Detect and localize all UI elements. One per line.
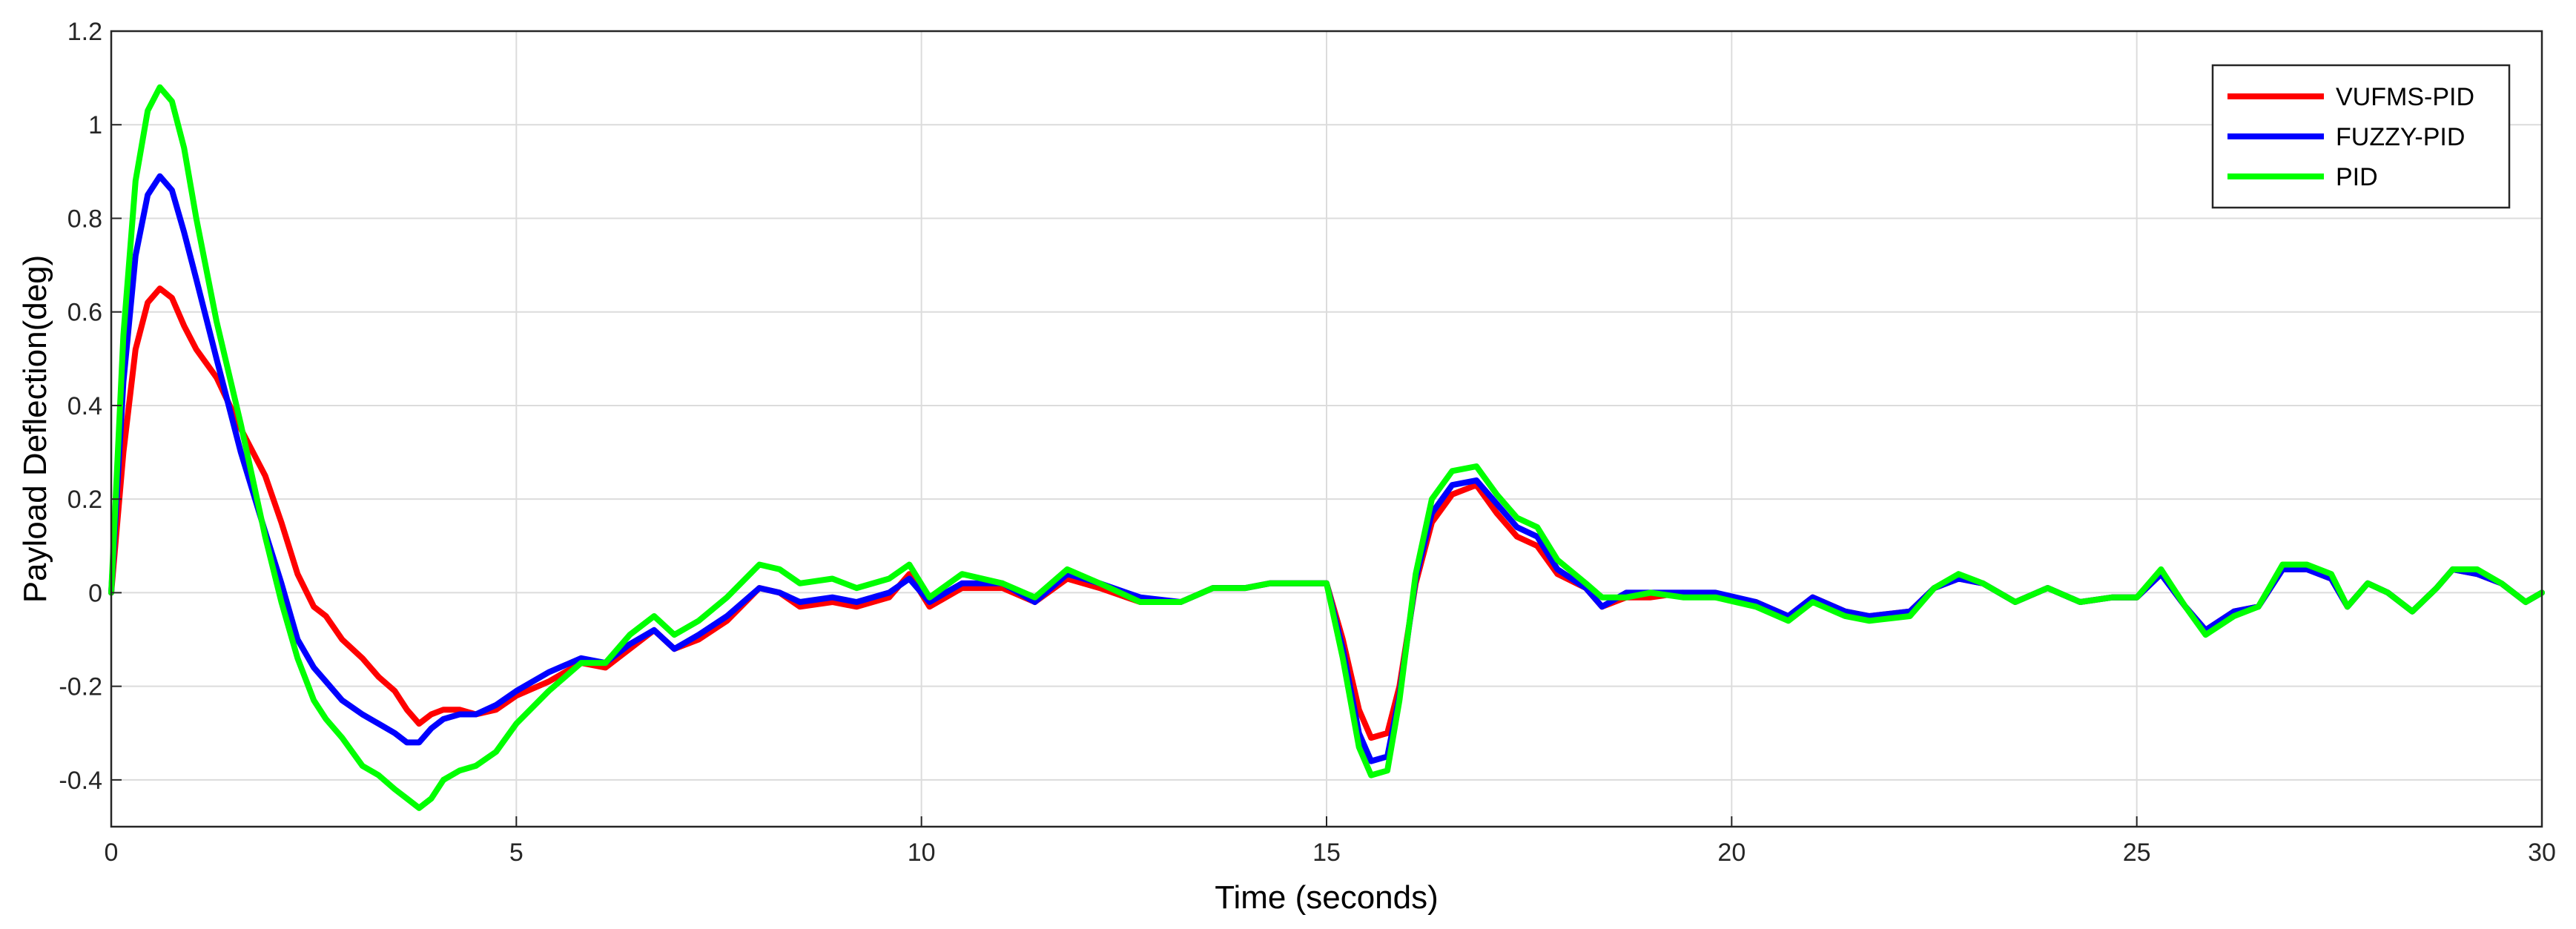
x-tick-label: 15: [1312, 839, 1341, 867]
x-tick-label: 20: [1717, 839, 1746, 867]
legend-entries: VUFMS-PID FUZZY-PID PID: [2227, 83, 2474, 191]
legend: VUFMS-PID FUZZY-PID PID: [2211, 64, 2511, 209]
series-line-pid: [108, 84, 2545, 811]
x-axis-title: Time (seconds): [1215, 879, 1439, 916]
y-tick-label: 0.6: [67, 299, 102, 327]
grid-lines: [110, 30, 2543, 827]
axis-ticks: 0 5 10 15 20 25 30 -0.4 -0.2 0 0.2 0.4 0.6 0.8 1 1.2: [59, 18, 2556, 867]
x-tick-label: 5: [509, 839, 524, 867]
y-tick-label: -0.2: [59, 673, 102, 701]
legend-label: PID: [2336, 163, 2378, 191]
y-tick-label: 0.4: [67, 392, 102, 420]
y-tick-label: -0.4: [59, 767, 102, 795]
x-tick-label: 10: [908, 839, 936, 867]
x-tick-label: 0: [105, 839, 119, 867]
y-tick-label: 1: [88, 111, 102, 139]
y-tick-label: 1.2: [67, 18, 102, 46]
y-tick-label: 0: [88, 579, 102, 607]
y-axis-title: Payload Deflection(deg): [17, 255, 53, 604]
x-tick-label: 25: [2123, 839, 2151, 867]
legend-label: VUFMS-PID: [2336, 83, 2474, 111]
x-tick-label: 30: [2528, 839, 2556, 867]
y-tick-label: 0.2: [67, 486, 102, 514]
series-layer: [108, 84, 2545, 811]
y-tick-label: 0.8: [67, 205, 102, 233]
legend-label: FUZZY-PID: [2336, 123, 2465, 151]
